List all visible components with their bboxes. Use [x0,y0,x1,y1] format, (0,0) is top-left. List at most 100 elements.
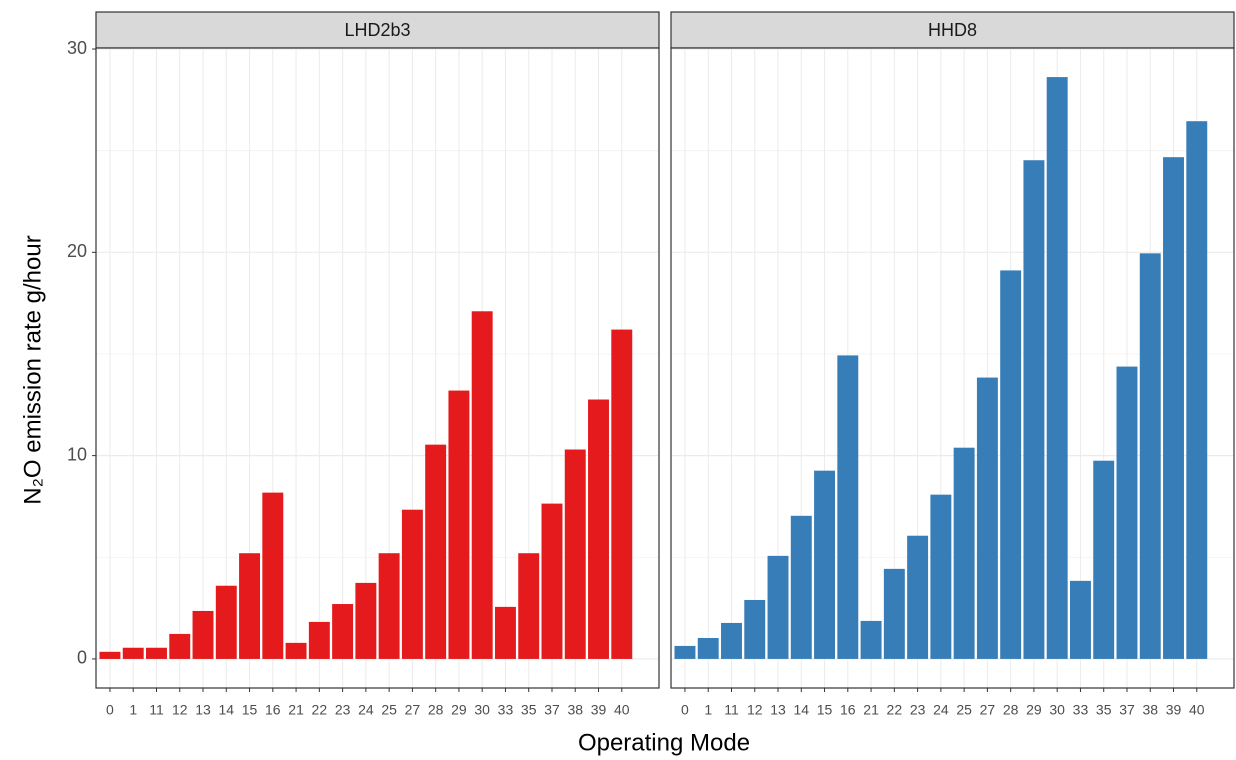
x-tick-label: 14 [218,702,234,718]
panel-border [670,47,1235,689]
x-tick-label: 35 [1096,702,1112,718]
facet-title: HHD8 [928,20,977,40]
bar [790,515,812,659]
x-tick-label: 23 [910,702,926,718]
x-tick-label: 27 [405,702,421,718]
x-axis-label: Operating Mode [578,729,750,756]
bar [907,535,929,659]
x-tick-label: 29 [451,702,467,718]
bar [401,509,423,659]
x-tick-label: 22 [887,702,903,718]
x-tick-label: 21 [863,702,879,718]
bar [1163,157,1184,659]
bar [541,503,563,659]
x-tick-label: 33 [1073,702,1089,718]
x-tick-label: 0 [681,702,689,718]
bar [953,447,975,659]
x-tick-label: 28 [1003,702,1019,718]
x-tick-label: 13 [195,702,211,718]
x-tick-label: 37 [1119,702,1135,718]
x-tick-label: 39 [1166,702,1182,718]
bar [697,637,719,659]
bar [99,651,121,659]
bar [930,494,952,659]
x-tick-label: 12 [172,702,188,718]
x-tick-label: 16 [265,702,281,718]
facet-strip [670,11,1235,49]
bar [976,377,998,659]
x-tick-label: 30 [474,702,490,718]
x-tick-label: 40 [1189,702,1205,718]
x-tick-label: 11 [149,702,164,718]
y-axis-label: N₂O emission rate g/hour [19,235,46,504]
x-tick-label: 25 [381,702,397,718]
bar [332,604,354,659]
x-tick-label: 30 [1049,702,1065,718]
bar [262,492,284,659]
x-tick-label: 14 [793,702,809,718]
bar [1116,366,1138,659]
x-tick-label: 33 [498,702,514,718]
x-tick-label: 13 [770,702,786,718]
x-tick-label: 29 [1026,702,1042,718]
bar [239,553,261,659]
x-tick-label: 38 [567,702,583,718]
bar [285,642,307,659]
bar [471,311,493,659]
bar [767,555,789,659]
x-tick-label: 11 [724,702,739,718]
x-tick-label: 15 [242,702,258,718]
bar [860,620,882,659]
bar [674,645,696,659]
y-tick-label: 20 [67,241,87,261]
bar [1186,121,1208,659]
x-tick-label: 22 [312,702,328,718]
x-tick-label: 28 [428,702,444,718]
x-tick-label: 1 [129,702,137,718]
x-tick-label: 12 [747,702,763,718]
x-tick-label: 40 [614,702,630,718]
bar [1139,253,1161,659]
bar [611,329,633,659]
bar [837,355,859,659]
facet-title: LHD2b3 [344,20,410,40]
x-tick-label: 39 [591,702,607,718]
bar [1046,77,1068,659]
x-tick-label: 23 [335,702,351,718]
x-tick-label: 27 [980,702,996,718]
bar [721,622,742,659]
x-tick-label: 15 [817,702,833,718]
bar [378,553,400,659]
y-tick-label: 0 [77,648,87,668]
bar [744,599,766,659]
bar [1000,270,1022,659]
x-tick-label: 35 [521,702,537,718]
x-tick-label: 24 [933,702,949,718]
x-tick-label: 0 [106,702,114,718]
bar [192,610,214,659]
bar [122,647,144,659]
bar [1023,160,1045,659]
bar [308,621,330,659]
bar [355,582,377,659]
bar [883,568,905,659]
x-tick-label: 1 [704,702,712,718]
bar [588,399,609,659]
x-tick-label: 16 [840,702,856,718]
x-tick-label: 21 [288,702,304,718]
x-tick-label: 38 [1142,702,1158,718]
x-tick-label: 25 [956,702,972,718]
x-tick-label: 24 [358,702,374,718]
facet-strip [95,11,660,49]
bar [494,606,516,659]
y-tick-label: 10 [67,444,87,464]
bar [1069,580,1091,659]
x-tick-label: 37 [544,702,560,718]
bar [169,633,191,659]
bar [146,647,167,659]
bar [564,449,586,659]
bar [425,444,447,659]
y-tick-label: 30 [67,38,87,58]
bar [1093,460,1115,659]
